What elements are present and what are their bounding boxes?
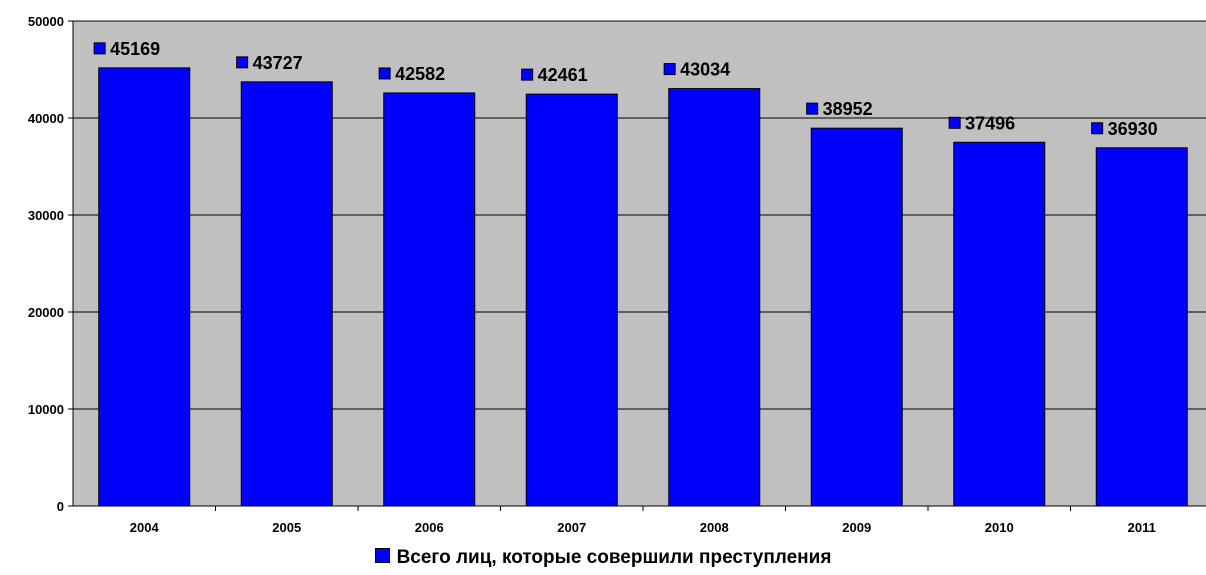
x-tick-label: 2011 [1128, 520, 1156, 535]
data-label: 42582 [395, 64, 445, 84]
x-tick-label: 2004 [130, 520, 160, 535]
y-tick-labels: 0 10000 20000 30000 40000 50000 [28, 14, 64, 514]
data-label-key [1091, 122, 1104, 135]
data-label-key [236, 56, 249, 69]
data-label: 45169 [110, 39, 160, 59]
x-tick-label: 2008 [700, 520, 729, 535]
y-tick-label: 20000 [28, 305, 64, 320]
legend: Всего лиц, которые совершили преступлени… [0, 547, 1206, 569]
data-label: 43034 [680, 60, 730, 80]
y-tick-label: 30000 [28, 208, 64, 223]
data-label: 37496 [965, 113, 1015, 133]
bar-2011 [1095, 147, 1188, 507]
data-labels: 45169 43727 42582 42461 43034 38952 37496 36930 [93, 39, 1158, 139]
y-tick-label: 0 [57, 499, 64, 514]
data-label-key [806, 102, 819, 115]
x-tick-labels: 2004 2005 2006 2007 2008 2009 2010 2011 [130, 520, 1156, 535]
x-tick-label: 2010 [985, 520, 1014, 535]
legend-swatch [374, 548, 390, 564]
bar-2008 [668, 88, 761, 507]
bar-2007 [525, 93, 618, 507]
data-label: 42461 [538, 65, 588, 85]
data-label: 36930 [1108, 119, 1158, 139]
x-tick-label: 2005 [272, 520, 301, 535]
bar-2010 [953, 141, 1046, 507]
data-label: 38952 [823, 99, 873, 119]
data-label-key [663, 63, 676, 76]
bars [98, 67, 1188, 507]
data-label-key [378, 67, 391, 80]
x-tick-label: 2007 [557, 520, 586, 535]
bar-2005 [240, 81, 333, 507]
x-tick-label: 2009 [842, 520, 871, 535]
x-tick-label: 2006 [415, 520, 444, 535]
data-label-key [948, 116, 961, 129]
y-tick-label: 50000 [28, 14, 64, 29]
legend-label: Всего лиц, которые совершили преступлени… [396, 547, 832, 568]
data-label: 43727 [253, 53, 303, 73]
data-label-key [93, 42, 106, 55]
y-tick-label: 10000 [28, 402, 64, 417]
axes [68, 20, 1206, 511]
data-label-key [521, 68, 534, 81]
bar-2004 [98, 67, 191, 507]
bar-2006 [383, 92, 476, 507]
y-tick-label: 40000 [28, 111, 64, 126]
bar-2009 [810, 127, 903, 507]
